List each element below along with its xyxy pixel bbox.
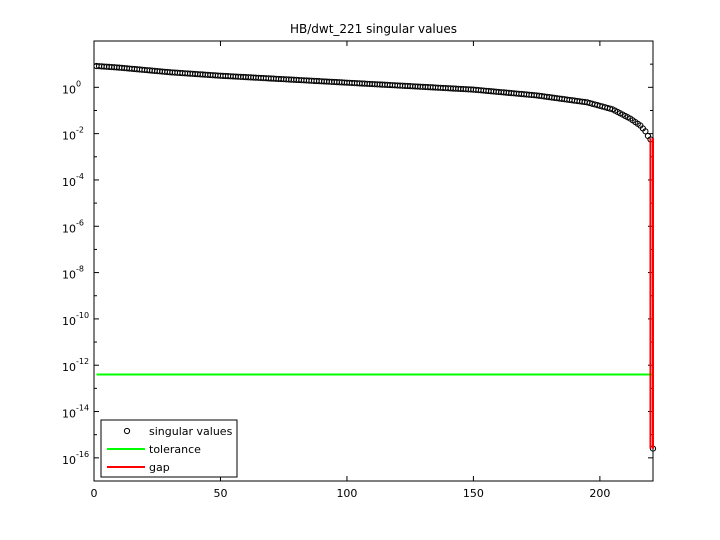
plot-area <box>93 40 654 482</box>
legend-label: tolerance <box>149 443 201 456</box>
y-tick-label: 10-4 <box>62 172 84 189</box>
singular-value-point <box>642 128 649 135</box>
singular-values-series <box>93 62 657 452</box>
x-axis-ticks: 0 50 100 150 200 <box>91 41 610 500</box>
y-tick-label: 10-10 <box>62 311 89 328</box>
x-tick-label: 150 <box>463 487 484 500</box>
y-tick-label: 10-16 <box>62 450 89 467</box>
legend-entries: singular values tolerance gap <box>107 425 233 474</box>
x-tick-label: 50 <box>213 487 227 500</box>
legend: singular values tolerance gap <box>100 419 238 478</box>
gap-series <box>649 138 654 449</box>
y-tick-label: 100 <box>62 79 81 96</box>
legend-marker <box>123 427 131 435</box>
y-tick-label: 10-12 <box>62 357 89 374</box>
y-tick-label: 10-8 <box>62 265 84 282</box>
y-tick-label: 10-6 <box>62 218 84 235</box>
x-tick-label: 200 <box>589 487 610 500</box>
chart-title: HB/dwt_221 singular values <box>290 22 457 36</box>
y-tick-label: 10-2 <box>62 126 84 143</box>
legend-label: singular values <box>149 425 233 438</box>
singular-value-point <box>606 105 614 112</box>
x-tick-label: 0 <box>91 487 98 500</box>
legend-label: gap <box>149 461 170 474</box>
y-tick-label: 10-14 <box>62 404 89 421</box>
x-tick-label: 100 <box>336 487 357 500</box>
